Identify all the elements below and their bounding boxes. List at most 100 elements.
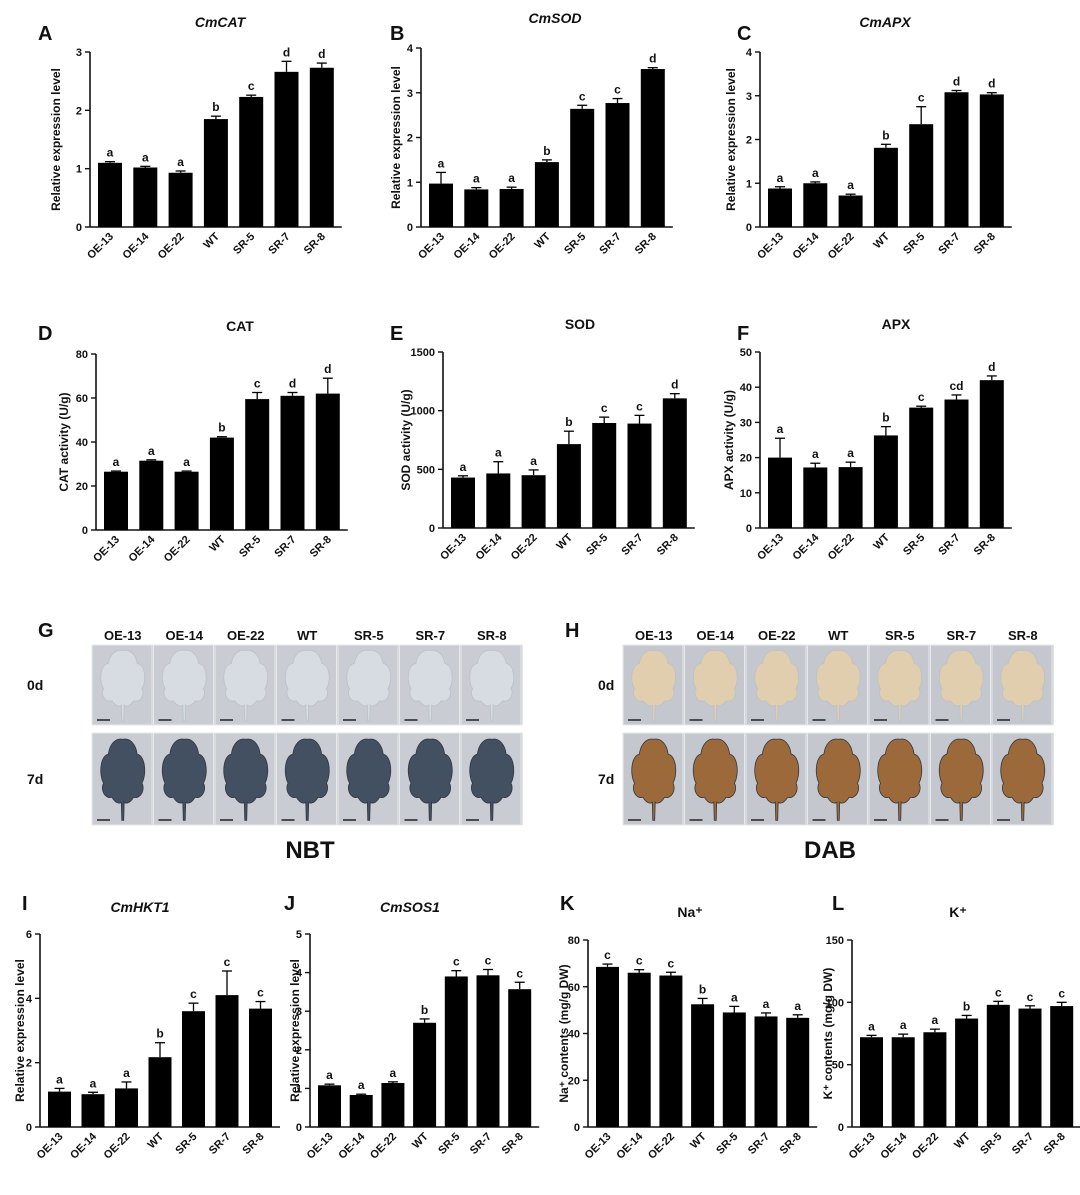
bar-SR-7 <box>215 995 239 1127</box>
x-tick-label: OE-22 <box>646 1131 677 1162</box>
y-tick-label: 0 <box>82 525 88 537</box>
leaf-image <box>815 738 861 821</box>
significance-letter: a <box>868 1019 875 1033</box>
bar-OE-13 <box>451 477 475 528</box>
chart-panel-F: F APX APX activity (U/g) 0 10 20 30 40 50 a OE-13 a… <box>722 316 1012 563</box>
significance-letter: c <box>918 91 925 105</box>
significance-letter: a <box>847 446 854 460</box>
bar-SR-7 <box>754 1016 778 1127</box>
x-tick-group: SR-5 <box>173 1131 199 1157</box>
x-tick-label: OE-14 <box>126 533 158 565</box>
significance-letter: d <box>671 378 678 392</box>
significance-letter: a <box>508 171 515 185</box>
bar-WT <box>556 444 581 528</box>
y-tick-label: 150 <box>826 935 844 947</box>
chart-title: K⁺ <box>949 904 967 920</box>
y-tick-label: 1500 <box>411 347 435 359</box>
bar-SR-7 <box>280 395 305 530</box>
x-tick-label: SR-8 <box>655 532 681 558</box>
x-tick-group: WT <box>146 1130 167 1151</box>
x-tick-group: SR-5 <box>231 231 257 257</box>
significance-letter: d <box>318 47 325 61</box>
x-tick-group: WT <box>871 531 892 552</box>
x-tick-label: WT <box>410 1130 431 1151</box>
bar-OE-22 <box>115 1088 138 1127</box>
bar-WT <box>955 1018 979 1127</box>
x-tick-label: SR-7 <box>468 1131 494 1157</box>
bar-OE-22 <box>499 188 524 227</box>
y-tick-label: 40 <box>76 437 88 449</box>
x-tick-label: SR-7 <box>936 532 962 558</box>
x-tick-group: WT <box>554 531 575 552</box>
column-label: OE-22 <box>758 628 796 643</box>
leaf-image <box>877 738 923 821</box>
x-tick-label: SR-8 <box>778 1131 804 1157</box>
x-tick-label: SR-8 <box>500 1131 526 1157</box>
significance-letter: a <box>900 1018 907 1032</box>
y-tick-label: 30 <box>740 417 752 429</box>
x-tick-label: SR-8 <box>972 231 998 257</box>
significance-letter: a <box>812 166 819 180</box>
y-tick-label: 0 <box>407 222 413 234</box>
x-tick-label: SR-5 <box>714 1131 740 1157</box>
x-tick-label: SR-5 <box>562 231 588 257</box>
x-tick-label: SR-7 <box>272 534 298 560</box>
significance-letter: b <box>565 415 572 429</box>
x-tick-group: OE-14 <box>126 533 158 565</box>
significance-letter: a <box>90 1076 97 1090</box>
chart-title: CmSOD <box>529 10 582 26</box>
column-label: OE-14 <box>696 628 734 643</box>
x-tick-label: SR-7 <box>1010 1131 1036 1157</box>
panel-letter: G <box>38 620 54 642</box>
row-label: 0d <box>598 677 614 693</box>
chart-panel-C: C CmAPX Relative expression level 0 1 2 3 4 a OE-… <box>724 14 1012 262</box>
x-tick-label: WT <box>688 1130 709 1151</box>
x-tick-label: SR-5 <box>584 532 610 558</box>
column-label: SR-8 <box>1008 628 1038 643</box>
leaf-image <box>877 649 923 722</box>
y-tick-label: 4 <box>407 43 414 55</box>
y-axis-label-group: K⁺ contents (mg/g DW) <box>821 968 835 1100</box>
chart-title: CmSOS1 <box>380 899 440 915</box>
leaf-image <box>938 738 984 821</box>
significance-letter: cd <box>949 379 963 393</box>
leaf-image <box>469 738 515 821</box>
significance-letter: c <box>636 954 643 968</box>
x-tick-label: SR-5 <box>231 231 257 257</box>
x-tick-label: OE-13 <box>85 231 116 262</box>
leaf-image <box>407 649 453 722</box>
x-tick-label: SR-8 <box>302 231 328 257</box>
x-tick-group: SR-8 <box>633 231 659 257</box>
bar-SR-8 <box>640 69 665 227</box>
significance-letter: a <box>390 1066 397 1080</box>
x-tick-group: OE-22 <box>646 1131 677 1162</box>
x-tick-group: OE-13 <box>438 532 469 563</box>
y-axis-label: CAT activity (U/g) <box>57 392 71 491</box>
x-tick-group: WT <box>410 1130 431 1151</box>
x-tick-group: WT <box>207 533 228 554</box>
bar-WT <box>873 435 898 528</box>
x-tick-label: SR-7 <box>746 1131 772 1157</box>
x-tick-group: SR-7 <box>266 231 292 257</box>
significance-letter: a <box>460 460 467 474</box>
significance-letter: a <box>530 454 537 468</box>
column-label: WT <box>828 628 848 643</box>
y-tick-label: 5 <box>296 929 302 941</box>
significance-letter: a <box>473 172 480 186</box>
y-axis-label: Relative expression level <box>288 959 302 1102</box>
bar-OE-14 <box>486 473 511 528</box>
leaf-image <box>754 738 800 821</box>
leaf-image <box>754 649 800 722</box>
bar-SR-8 <box>309 67 334 227</box>
panel-letter: B <box>390 23 404 45</box>
x-tick-label: OE-22 <box>826 532 857 563</box>
x-tick-group: OE-22 <box>368 1131 399 1162</box>
x-tick-group: OE-13 <box>755 231 786 262</box>
bar-OE-13 <box>318 1085 341 1127</box>
y-tick-label: 50 <box>832 1060 844 1072</box>
stain-panel-G: G OE-13 OE-14 OE-22 WT SR-5 SR-7 SR-8 0d 7d NBT <box>27 620 523 864</box>
x-tick-label: SR-5 <box>436 1131 462 1157</box>
x-tick-label: OE-14 <box>120 230 152 262</box>
significance-letter: c <box>516 966 523 980</box>
significance-letter: c <box>668 956 675 970</box>
